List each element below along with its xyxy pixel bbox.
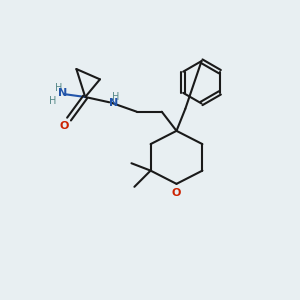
Text: O: O: [59, 121, 68, 130]
Text: H: H: [55, 82, 62, 93]
Text: N: N: [58, 88, 67, 98]
Text: H: H: [112, 92, 119, 102]
Text: N: N: [109, 98, 118, 108]
Text: O: O: [171, 188, 181, 198]
Text: H: H: [49, 95, 56, 106]
